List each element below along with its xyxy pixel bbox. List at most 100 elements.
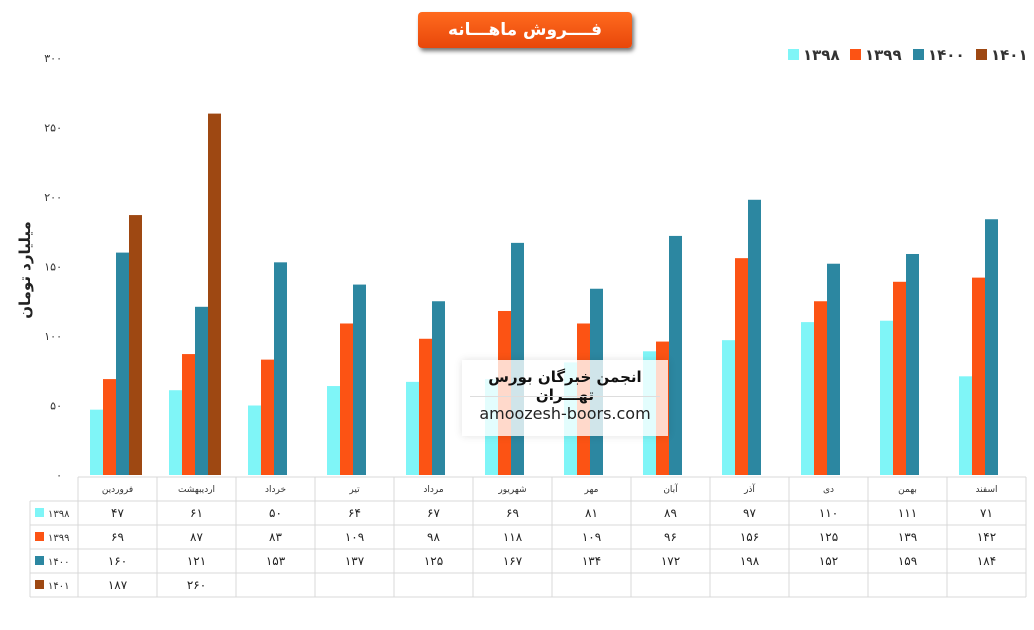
table-cell: ۷۱ — [980, 506, 993, 520]
table-cell: ۱۱۱ — [898, 506, 917, 520]
bar-4-2 — [208, 113, 221, 475]
bar-1-5 — [406, 381, 419, 475]
legend-entry: ۱۳۹۸ — [803, 46, 840, 64]
bar-1-1 — [90, 409, 103, 475]
row-series-label: ۱۳۹۸ — [48, 509, 70, 520]
table-cell: ۱۱۰ — [819, 506, 838, 520]
data-table: فروردین اردیبهشت خرداد تیر مرداد شهریور مهر آبا… — [29, 476, 1027, 598]
y-tick-label: ۲۰۰ — [44, 191, 62, 204]
y-tick-label: ۵۰ — [50, 400, 62, 413]
x-tick-label: شهریور — [497, 485, 526, 495]
table-cell: ۶۹ — [506, 506, 519, 520]
y-axis-label: میلیارد تومان — [16, 221, 34, 319]
bar-2-5 — [419, 338, 432, 475]
bar-4-1 — [129, 215, 142, 475]
table-cell: ۸۱ — [585, 506, 598, 520]
table-cell: ۶۴ — [348, 506, 361, 520]
table-cell: ۸۳ — [269, 530, 282, 544]
watermark-url: amoozesh-boors.com — [479, 404, 651, 423]
table-cell: ۱۲۱ — [187, 554, 206, 568]
legend: ۱۳۹۸ ۱۳۹۹ ۱۴۰۰ ۱۴۰۱ — [788, 46, 1028, 64]
table-cell: ۶۹ — [111, 530, 124, 544]
row-key-swatch — [35, 532, 44, 541]
bar-2-11 — [893, 281, 906, 475]
bar-1-10 — [801, 322, 814, 475]
bar-3-2 — [195, 306, 208, 475]
bar-2-4 — [340, 323, 353, 475]
bar-2-3 — [261, 359, 274, 475]
table-cell: ۱۸۴ — [977, 554, 996, 568]
y-tick-label: ۰ — [56, 469, 62, 482]
bar-3-12 — [985, 219, 998, 475]
table-cell: ۱۵۶ — [740, 530, 759, 544]
bar-3-10 — [827, 263, 840, 475]
table-cell: ۴۷ — [111, 506, 124, 520]
legend-swatch — [788, 49, 799, 60]
bar-3-6 — [511, 242, 524, 475]
table-cell: ۱۷۲ — [661, 554, 680, 568]
table-cell: ۱۸۷ — [108, 578, 128, 592]
x-tick-label: دی — [823, 485, 834, 495]
y-tick-label: ۳۰۰ — [44, 52, 62, 65]
row-series-label: ۱۴۰۱ — [48, 581, 69, 592]
bar-3-9 — [748, 199, 761, 475]
bar-2-1 — [103, 379, 116, 475]
table-cell: ۱۰۹ — [345, 530, 364, 544]
x-tick-label: خرداد — [265, 485, 286, 495]
bar-1-2 — [169, 390, 182, 475]
chart-title: فــــروش ماهـــانه غــــشصفا — [418, 12, 632, 76]
x-tick-label: فروردین — [102, 485, 133, 495]
bar-1-12 — [959, 376, 972, 475]
bar-3-1 — [116, 252, 129, 475]
x-tick-label: تیر — [348, 485, 360, 495]
x-tick-label: مهر — [584, 485, 599, 495]
table-cell: ۹۶ — [664, 530, 677, 544]
y-tick-label: ۱۵۰ — [44, 261, 62, 274]
table-cell: ۱۲۵ — [424, 554, 443, 568]
x-tick-label: مرداد — [423, 485, 443, 495]
table-cell: ۱۵۹ — [898, 554, 917, 568]
legend-swatch — [913, 49, 924, 60]
row-key-swatch — [35, 508, 44, 517]
bar-3-11 — [906, 253, 919, 475]
table-cell: ۶۱ — [190, 506, 203, 520]
table-cell: ۱۳۷ — [345, 554, 365, 568]
table-cell: ۲۶۰ — [187, 578, 206, 592]
watermark-divider — [470, 396, 660, 397]
bar-3-5 — [432, 301, 445, 475]
x-tick-label: آذر — [743, 483, 755, 495]
legend-entry: ۱۳۹۹ — [865, 46, 902, 64]
bar-1-4 — [327, 386, 340, 475]
table-cell: ۱۹۸ — [740, 554, 760, 568]
legend-entry: ۱۴۰۱ — [991, 46, 1028, 64]
bar-2-12 — [972, 277, 985, 475]
bar-1-11 — [880, 320, 893, 475]
legend-swatch — [976, 49, 987, 60]
bar-1-3 — [248, 405, 261, 475]
table-cell: ۵۰ — [269, 506, 282, 520]
watermark-title: انجمن خبرگان بورس تهـــران — [488, 368, 642, 404]
legend-swatch — [850, 49, 861, 60]
table-cell: ۱۶۷ — [503, 554, 523, 568]
row-key-swatch — [35, 580, 44, 589]
table-cell: ۱۵۳ — [266, 554, 286, 568]
table-cell: ۸۷ — [190, 530, 203, 544]
table-cell: ۱۵۲ — [819, 554, 838, 568]
bar-2-9 — [735, 258, 748, 475]
table-cell: ۱۳۴ — [582, 554, 601, 568]
bar-3-3 — [274, 262, 287, 475]
table-cell: ۱۶۰ — [108, 554, 127, 568]
bar-1-9 — [722, 340, 735, 475]
bar-3-8 — [669, 235, 682, 475]
bar-2-2 — [182, 354, 195, 475]
x-tick-label: اردیبهشت — [178, 485, 215, 495]
table-cell: ۱۱۸ — [503, 530, 523, 544]
table-cell: ۱۲۵ — [819, 530, 838, 544]
table-cell: ۶۷ — [427, 506, 440, 520]
x-tick-label: آبان — [663, 483, 678, 495]
table-cell: ۱۴۲ — [977, 530, 996, 544]
table-cell: ۹۷ — [743, 506, 756, 520]
row-series-label: ۱۳۹۹ — [48, 533, 69, 544]
x-tick-label: اسفند — [975, 485, 997, 495]
